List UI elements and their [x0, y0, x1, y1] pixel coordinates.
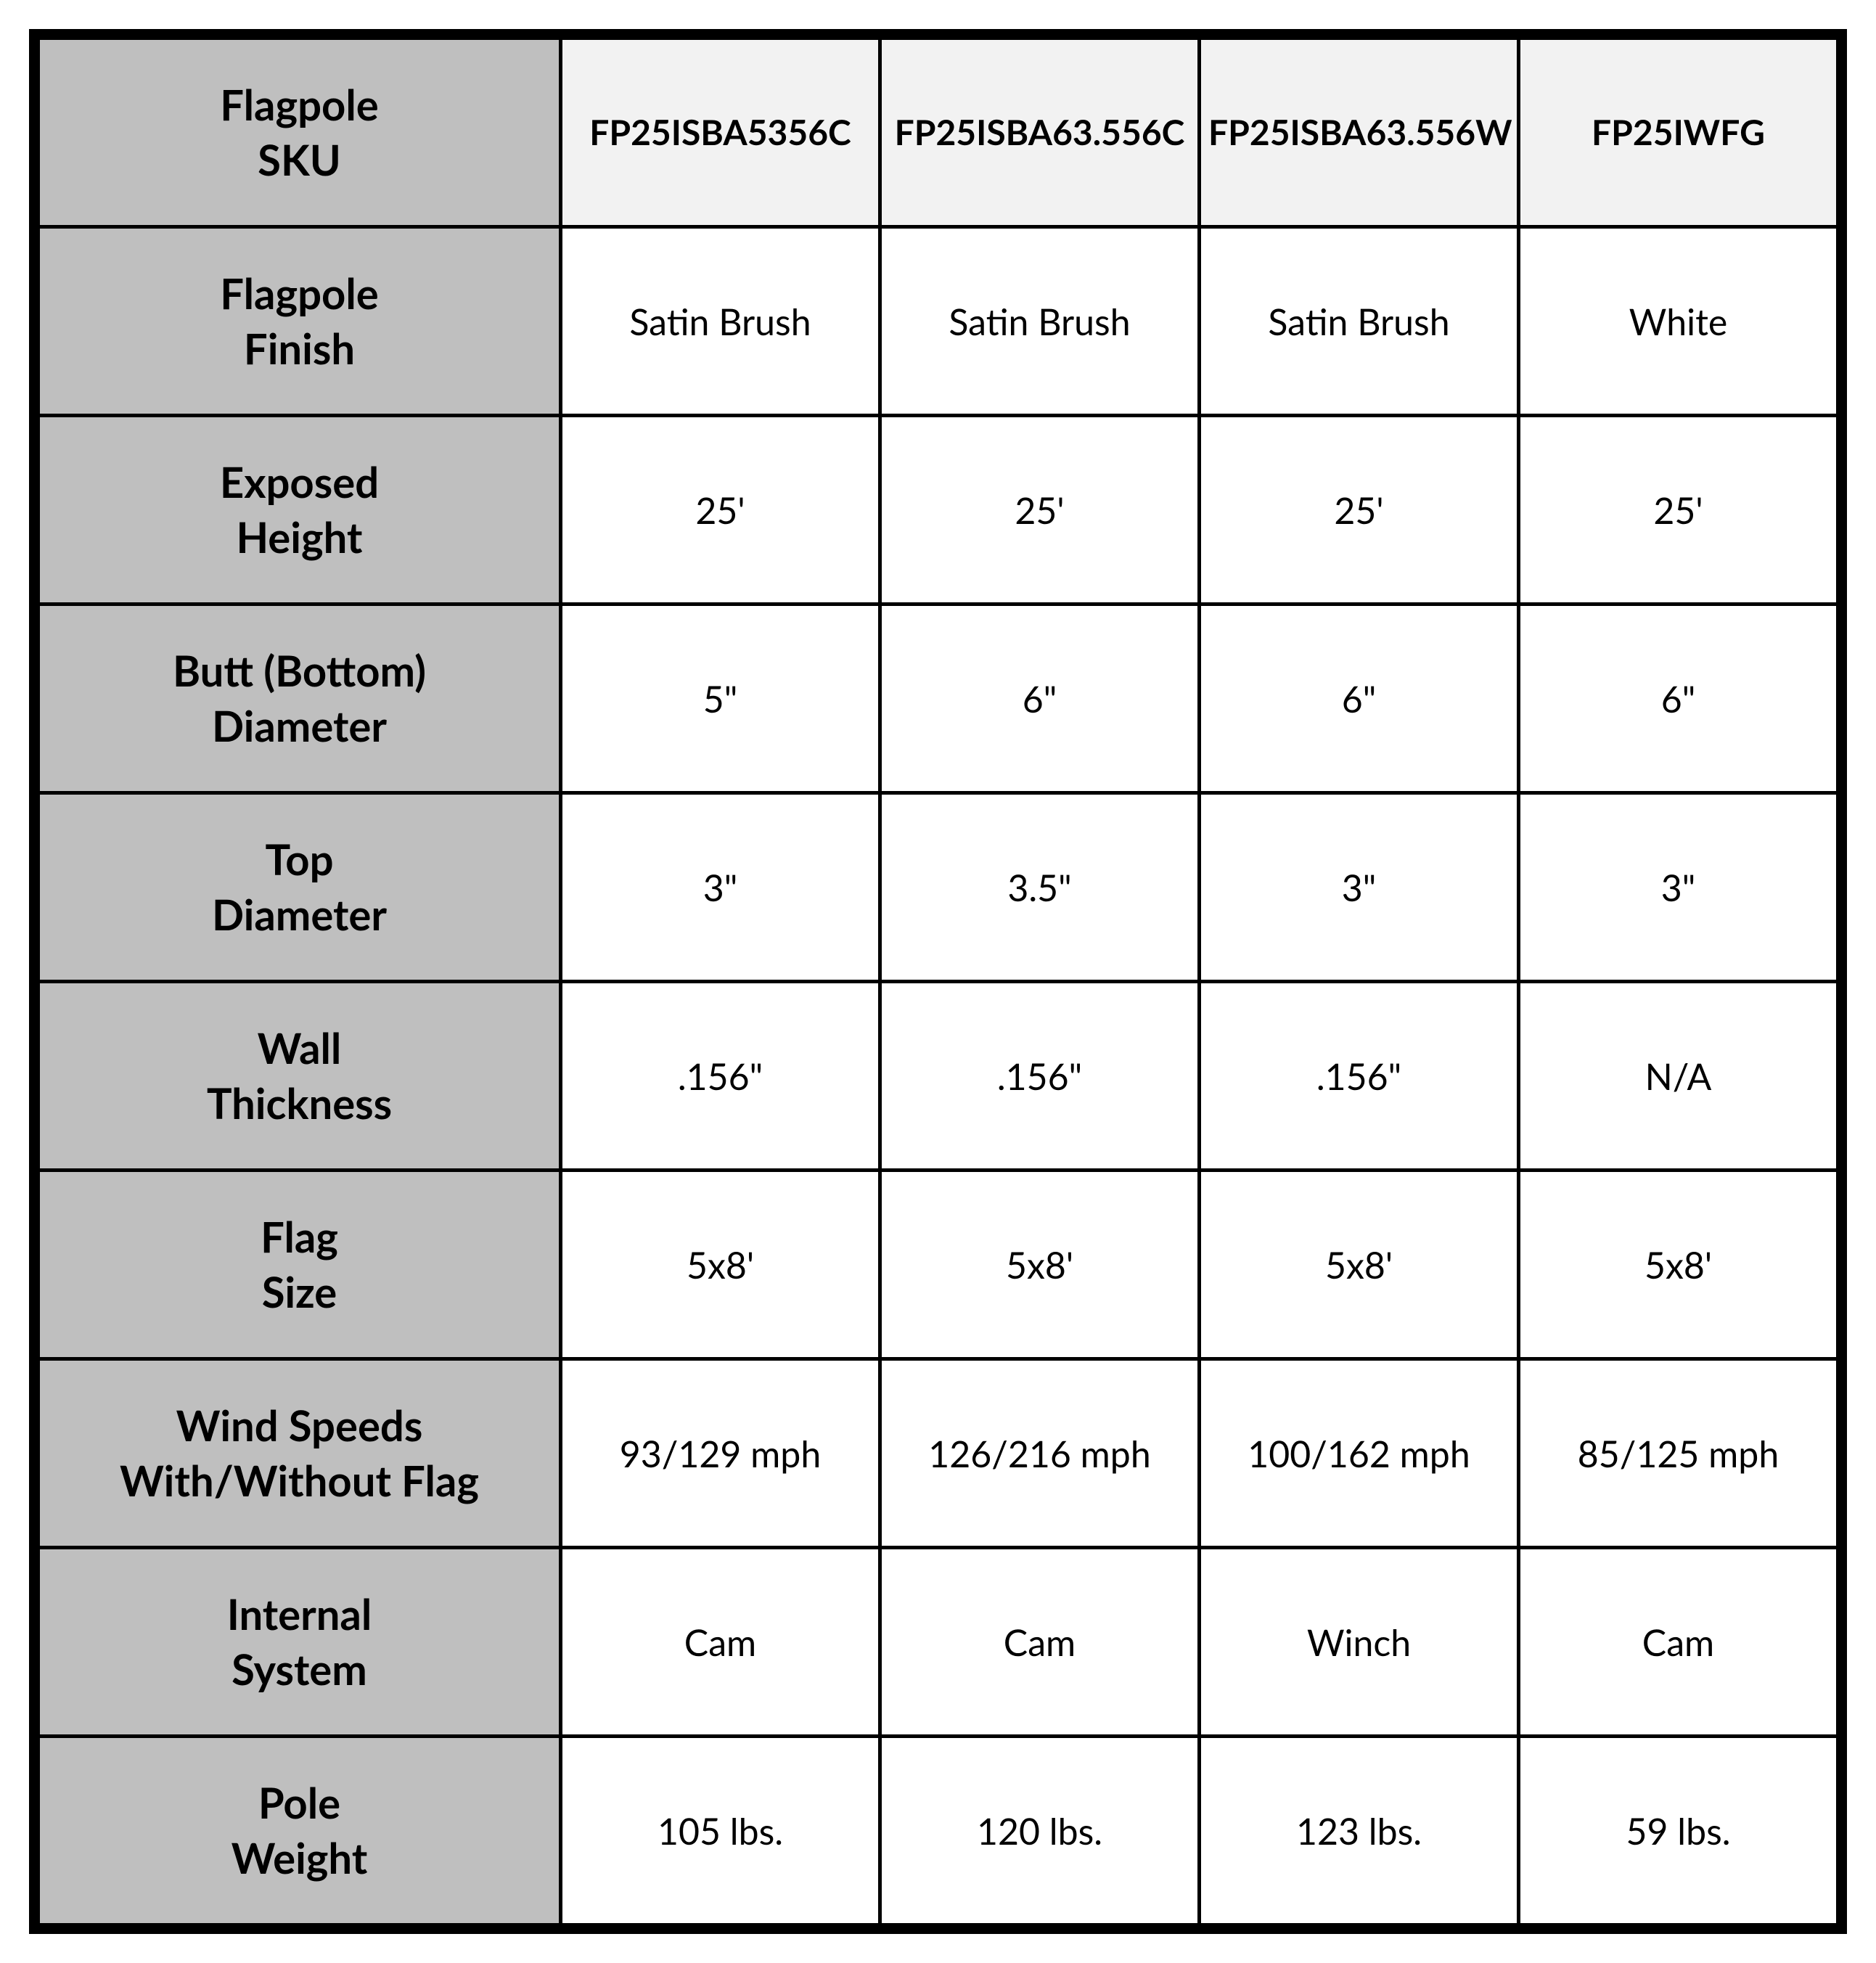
row-label-line1: Top — [265, 835, 333, 885]
cell: 100/162 mph — [1200, 1359, 1519, 1548]
cell: .156" — [880, 982, 1200, 1171]
row-label-line1: Butt (Bottom) — [173, 646, 426, 696]
cell: 5x8' — [880, 1171, 1200, 1359]
table-header-row: Flagpole SKU FP25ISBA5356C FP25ISBA63.55… — [38, 38, 1838, 227]
cell: 25' — [561, 416, 880, 605]
table-row: Wall Thickness .156" .156" .156" N/A — [38, 982, 1838, 1171]
table-row: Flagpole Finish Satin Brush Satin Brush … — [38, 227, 1838, 416]
corner-header-line1: Flagpole — [220, 80, 379, 130]
cell: .156" — [1200, 982, 1519, 1171]
cell: 5x8' — [561, 1171, 880, 1359]
cell: 6" — [1519, 605, 1838, 793]
row-label-line2: Height — [236, 512, 362, 562]
row-label-line2: Diameter — [212, 701, 387, 751]
col-header-3: FP25IWFG — [1519, 38, 1838, 227]
cell: 5" — [561, 605, 880, 793]
row-header-top-diameter: Top Diameter — [38, 793, 561, 982]
flagpole-spec-table: Flagpole SKU FP25ISBA5356C FP25ISBA63.55… — [36, 36, 1840, 1927]
cell: Winch — [1200, 1548, 1519, 1737]
cell: 3.5" — [880, 793, 1200, 982]
cell: 5x8' — [1200, 1171, 1519, 1359]
cell: Satin Brush — [561, 227, 880, 416]
cell: 3" — [1519, 793, 1838, 982]
col-header-2: FP25ISBA63.556W — [1200, 38, 1519, 227]
row-label-line1: Internal — [227, 1589, 372, 1639]
table-row: Flag Size 5x8' 5x8' 5x8' 5x8' — [38, 1171, 1838, 1359]
row-label-line2: System — [232, 1644, 367, 1694]
row-label-line2: Size — [262, 1267, 337, 1317]
row-label-line1: Exposed — [220, 457, 379, 507]
row-label-line2: Finish — [244, 324, 355, 374]
cell: 5x8' — [1519, 1171, 1838, 1359]
corner-header: Flagpole SKU — [38, 38, 561, 227]
row-label-line2: With/Without Flag — [120, 1456, 479, 1506]
cell: Satin Brush — [880, 227, 1200, 416]
table-row: Wind Speeds With/Without Flag 93/129 mph… — [38, 1359, 1838, 1548]
cell: 3" — [1200, 793, 1519, 982]
cell: 85/125 mph — [1519, 1359, 1838, 1548]
table-row: Top Diameter 3" 3.5" 3" 3" — [38, 793, 1838, 982]
cell: 6" — [1200, 605, 1519, 793]
cell: 6" — [880, 605, 1200, 793]
cell: N/A — [1519, 982, 1838, 1171]
cell: .156" — [561, 982, 880, 1171]
cell: 25' — [880, 416, 1200, 605]
row-label-line1: Flag — [261, 1212, 338, 1262]
table-row: Pole Weight 105 lbs. 120 lbs. 123 lbs. 5… — [38, 1737, 1838, 1925]
cell: 25' — [1519, 416, 1838, 605]
table-row: Internal System Cam Cam Winch Cam — [38, 1548, 1838, 1737]
row-label-line2: Thickness — [207, 1078, 392, 1128]
cell: Cam — [1519, 1548, 1838, 1737]
row-label-line1: Wall — [258, 1023, 342, 1073]
row-header-finish: Flagpole Finish — [38, 227, 561, 416]
cell: 105 lbs. — [561, 1737, 880, 1925]
cell: 126/216 mph — [880, 1359, 1200, 1548]
table-row: Butt (Bottom) Diameter 5" 6" 6" 6" — [38, 605, 1838, 793]
row-label-line2: Diameter — [212, 890, 387, 940]
row-label-line1: Pole — [258, 1778, 340, 1828]
row-header-pole-weight: Pole Weight — [38, 1737, 561, 1925]
row-header-internal-system: Internal System — [38, 1548, 561, 1737]
cell: Satin Brush — [1200, 227, 1519, 416]
cell: Cam — [561, 1548, 880, 1737]
row-label-line2: Weight — [232, 1833, 368, 1883]
row-header-exposed-height: Exposed Height — [38, 416, 561, 605]
table-row: Exposed Height 25' 25' 25' 25' — [38, 416, 1838, 605]
flagpole-spec-table-container: Flagpole SKU FP25ISBA5356C FP25ISBA63.55… — [29, 29, 1847, 1934]
cell: 3" — [561, 793, 880, 982]
row-label-line1: Flagpole — [220, 269, 379, 319]
col-header-1: FP25ISBA63.556C — [880, 38, 1200, 227]
row-header-wind-speeds: Wind Speeds With/Without Flag — [38, 1359, 561, 1548]
row-label-line1: Wind Speeds — [176, 1401, 423, 1451]
cell: 25' — [1200, 416, 1519, 605]
cell: White — [1519, 227, 1838, 416]
row-header-flag-size: Flag Size — [38, 1171, 561, 1359]
cell: 123 lbs. — [1200, 1737, 1519, 1925]
cell: 59 lbs. — [1519, 1737, 1838, 1925]
corner-header-line2: SKU — [258, 135, 341, 185]
cell: Cam — [880, 1548, 1200, 1737]
col-header-0: FP25ISBA5356C — [561, 38, 880, 227]
row-header-butt-diameter: Butt (Bottom) Diameter — [38, 605, 561, 793]
cell: 93/129 mph — [561, 1359, 880, 1548]
cell: 120 lbs. — [880, 1737, 1200, 1925]
row-header-wall-thickness: Wall Thickness — [38, 982, 561, 1171]
